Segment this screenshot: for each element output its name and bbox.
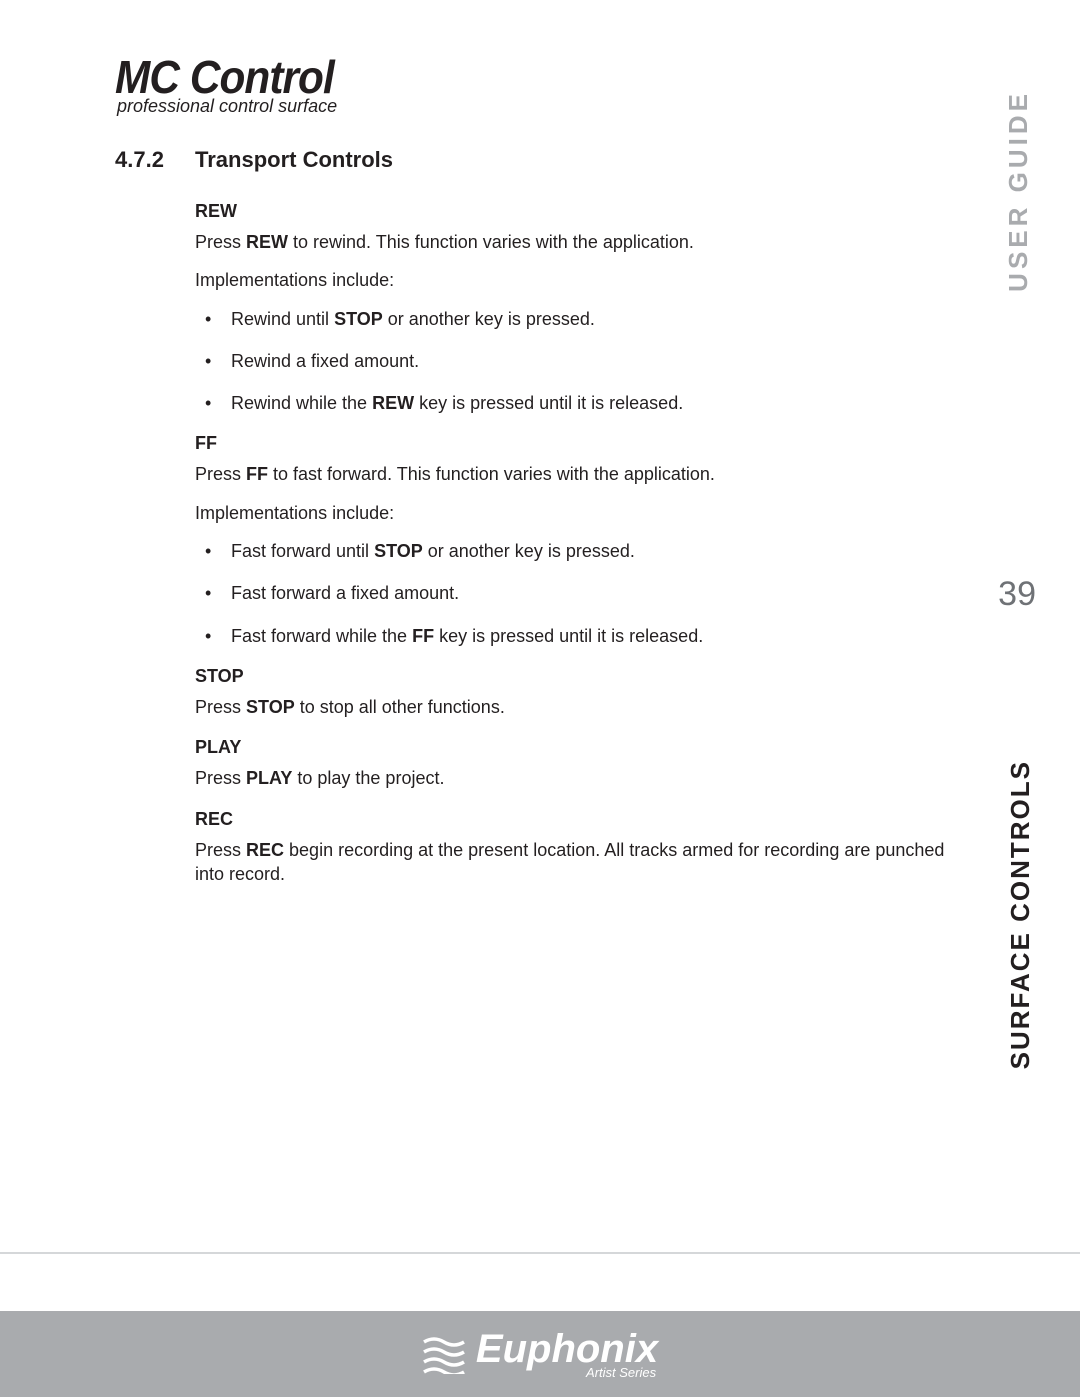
list-item: Fast forward while the FF key is pressed…: [195, 624, 970, 648]
list-item: Rewind until STOP or another key is pres…: [195, 307, 970, 331]
rew-para-2: Implementations include:: [195, 268, 970, 292]
section-number: 4.7.2: [115, 147, 195, 173]
footer-brand: Euphonix Artist Series: [422, 1329, 658, 1380]
list-item: Fast forward a fixed amount.: [195, 581, 970, 605]
side-label-user-guide: USER GUIDE: [1003, 90, 1034, 292]
ff-para-2: Implementations include:: [195, 501, 970, 525]
page-footer: Euphonix Artist Series: [0, 1252, 1080, 1397]
side-label-section: SURFACE CONTROLS: [1005, 760, 1036, 1069]
section-heading: 4.7.2 Transport Controls: [115, 147, 1010, 173]
list-item: Fast forward until STOP or another key i…: [195, 539, 970, 563]
footer-brand-name: Euphonix: [476, 1329, 658, 1369]
rew-para-1: Press REW to rewind. This function varie…: [195, 230, 970, 254]
logo-title: MC Control: [115, 50, 938, 104]
page-number: 39: [998, 575, 1036, 614]
stop-heading: STOP: [195, 666, 970, 687]
rew-list: Rewind until STOP or another key is pres…: [195, 307, 970, 416]
rec-para: Press REC begin recording at the present…: [195, 838, 970, 887]
stop-para: Press STOP to stop all other functions.: [195, 695, 970, 719]
play-para: Press PLAY to play the project.: [195, 766, 970, 790]
ff-heading: FF: [195, 433, 970, 454]
ff-list: Fast forward until STOP or another key i…: [195, 539, 970, 648]
list-item: Rewind a fixed amount.: [195, 349, 970, 373]
rec-heading: REC: [195, 809, 970, 830]
rew-heading: REW: [195, 201, 970, 222]
list-item: Rewind while the REW key is pressed unti…: [195, 391, 970, 415]
ff-para-1: Press FF to fast forward. This function …: [195, 462, 970, 486]
product-logo: MC Control professional control surface: [115, 50, 1010, 117]
play-heading: PLAY: [195, 737, 970, 758]
section-title: Transport Controls: [195, 147, 393, 173]
wave-icon: [422, 1334, 466, 1374]
